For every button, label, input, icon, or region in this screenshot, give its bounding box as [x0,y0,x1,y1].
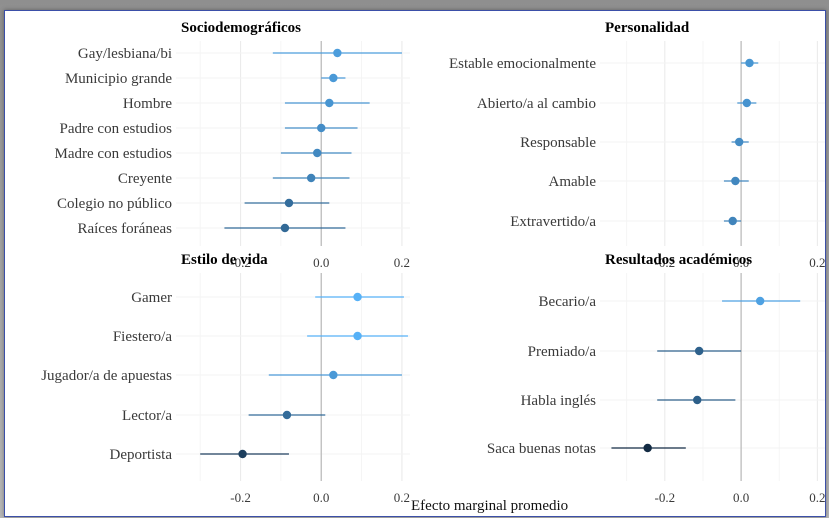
x-tick-label: 0.0 [733,490,749,505]
y-axis-label: Abierto/a al cambio [477,96,596,112]
point-estimate [734,137,744,147]
point-estimate [742,98,752,108]
point-estimate [731,176,740,186]
panel-title: Sociodemográficos [181,20,301,36]
x-tick-label: 0.2 [394,490,410,505]
point-estimate [284,198,294,208]
x-tick-label: 0.0 [733,255,749,270]
point-estimate [643,443,652,453]
point-estimate [353,292,362,302]
coefficient-plot: Sociodemográficos Gay/lesbiana/bi Municipi… [41,20,825,514]
y-axis-label: Lector/a [122,408,172,424]
y-axis-label: Extravertido/a [510,214,596,230]
point-estimate [329,73,338,83]
panel-title: Resultados académicos [605,252,752,268]
point-estimate [280,223,290,233]
panel-title: Personalidad [605,20,690,36]
point-estimate [325,98,334,108]
point-estimate [755,296,765,306]
y-axis-label: Estable emocionalmente [449,56,596,72]
point-estimate [317,123,326,133]
panel-title: Estilo de vida [181,252,268,268]
figure-panel: Sociodemográficos Gay/lesbiana/bi Municipi… [4,10,826,517]
x-axis-title: Efecto marginal promedio [411,498,568,514]
point-estimate [745,58,754,68]
y-axis-label: Gay/lesbiana/bi [78,46,172,62]
point-estimate [693,395,702,405]
point-estimate [282,410,292,420]
point-estimate [333,48,342,58]
point-estimate [313,148,322,158]
x-tick-label: 0.0 [313,490,329,505]
y-axis-label: Fiestero/a [113,329,172,345]
x-tick-label: 0.2 [809,490,825,505]
y-axis-label: Colegio no público [57,196,172,212]
x-tick-label: 0.2 [809,255,825,270]
point-estimate [238,449,247,459]
y-axis-label: Premiado/a [528,344,597,360]
point-estimate [728,216,737,226]
point-estimate [329,370,338,380]
x-tick-label: 0.2 [394,255,410,270]
x-tick-label: -0.2 [655,255,676,270]
y-axis-label: Jugador/a de apuestas [41,368,172,384]
x-tick-label: -0.2 [230,490,251,505]
y-axis-label: Hombre [123,96,172,112]
y-axis-label: Municipio grande [65,71,172,87]
y-axis-label: Gamer [131,290,172,306]
x-tick-label: 0.0 [313,255,329,270]
point-estimate [694,346,704,356]
point-estimate [306,173,316,183]
y-axis-label: Becario/a [539,294,597,310]
y-axis-label: Saca buenas notas [487,441,596,457]
point-estimate [353,331,362,341]
y-axis-label: Creyente [118,171,172,187]
x-tick-label: -0.2 [655,490,676,505]
y-axis-label: Padre con estudios [60,121,173,137]
y-axis-label: Habla inglés [521,393,597,409]
y-axis-label: Responsable [520,135,596,151]
y-axis-label: Deportista [110,447,173,463]
x-tick-label: -0.2 [230,255,251,270]
y-axis-label: Madre con estudios [55,146,173,162]
y-axis-label: Amable [549,174,597,190]
y-axis-label: Raíces foráneas [77,221,172,237]
